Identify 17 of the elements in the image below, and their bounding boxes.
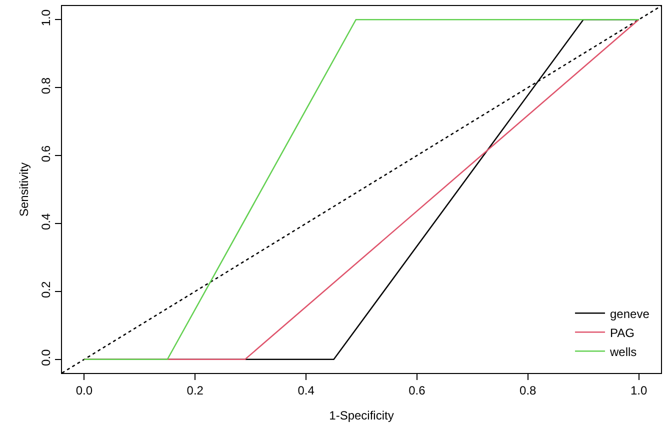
y-tick-label: 0.8	[39, 77, 54, 94]
legend-label: wells	[609, 344, 637, 359]
x-tick-label: 0.4	[298, 383, 315, 398]
x-tick-label: 0.0	[76, 383, 93, 398]
y-axis-title: Sensitivity	[17, 162, 31, 217]
y-tick-label: 0.0	[39, 348, 54, 366]
y-tick-label: 0.4	[39, 213, 54, 230]
x-tick-label: 0.6	[408, 383, 426, 398]
legend-label: geneve	[610, 306, 650, 321]
legend-label: PAG	[610, 326, 634, 340]
x-tick-label: 0.8	[520, 383, 537, 398]
x-tick-label: 1.0	[630, 383, 648, 398]
x-axis-title: 1-Specificity	[329, 408, 394, 422]
y-tick-label: 0.6	[39, 145, 54, 162]
x-tick-label: 0.2	[186, 383, 204, 398]
y-tick-label: 0.2	[39, 280, 54, 298]
y-tick-label: 1.0	[39, 9, 54, 26]
